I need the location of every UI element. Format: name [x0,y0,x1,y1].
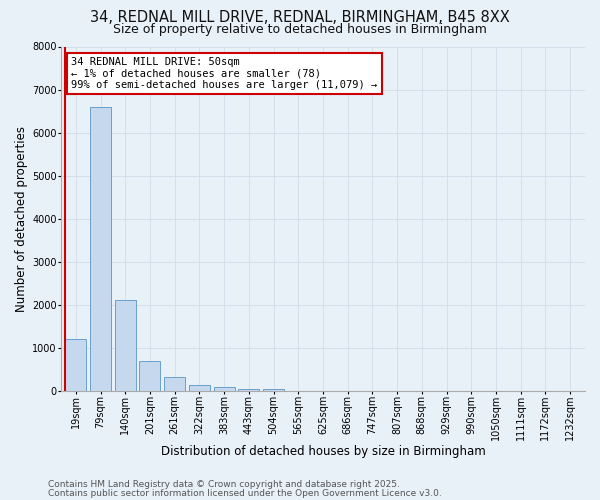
Y-axis label: Number of detached properties: Number of detached properties [15,126,28,312]
Bar [90,106,111,391]
Bar [238,388,259,390]
X-axis label: Distribution of detached houses by size in Birmingham: Distribution of detached houses by size … [161,444,485,458]
Text: Size of property relative to detached houses in Birmingham: Size of property relative to detached ho… [113,22,487,36]
Bar [189,384,210,390]
Text: 34 REDNAL MILL DRIVE: 50sqm
← 1% of detached houses are smaller (78)
99% of semi: 34 REDNAL MILL DRIVE: 50sqm ← 1% of deta… [71,57,377,90]
Bar [214,387,235,390]
Text: Contains HM Land Registry data © Crown copyright and database right 2025.: Contains HM Land Registry data © Crown c… [48,480,400,489]
Bar [65,339,86,390]
Text: 34, REDNAL MILL DRIVE, REDNAL, BIRMINGHAM, B45 8XX: 34, REDNAL MILL DRIVE, REDNAL, BIRMINGHA… [90,10,510,25]
Bar [164,378,185,390]
Bar [115,300,136,390]
Bar [263,388,284,390]
Bar [139,362,160,390]
Text: Contains public sector information licensed under the Open Government Licence v3: Contains public sector information licen… [48,488,442,498]
